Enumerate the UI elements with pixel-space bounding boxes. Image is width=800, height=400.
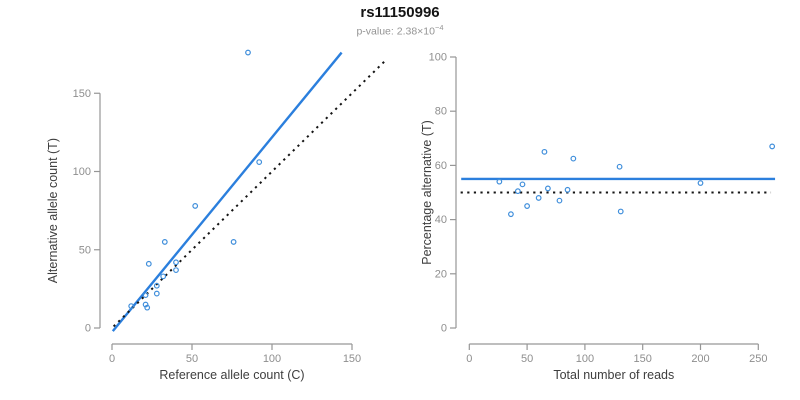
pvalue-subtitle: p-value: 2.38×10−4: [0, 23, 800, 38]
data-point: [564, 186, 571, 193]
y-tick-label: 80: [435, 106, 447, 118]
data-point: [245, 49, 251, 56]
fit-line: [111, 51, 343, 332]
data-point: [535, 195, 542, 201]
x-tick-label: 50: [186, 353, 198, 365]
right-scatter-plot: 0 50 100 150 200 250 0 20 40 60 80 100 Total number …: [420, 52, 776, 382]
pvalue-text: p-value: 2.38×10: [356, 25, 435, 38]
data-point: [496, 178, 503, 185]
data-point: [514, 188, 521, 195]
data-point: [508, 211, 514, 218]
y-tick-label: 40: [435, 214, 447, 226]
data-point: [173, 259, 179, 266]
y-tick-label: 20: [435, 268, 447, 280]
y-axis-title: Alternative allele count (T): [46, 138, 60, 283]
data-point: [128, 303, 135, 309]
page-title: rs11150996: [360, 4, 440, 21]
data-point: [145, 260, 152, 267]
x-tick-label: 250: [749, 353, 767, 365]
identity-line: [112, 59, 387, 328]
data-point: [541, 148, 548, 155]
y-tick-label: 50: [79, 244, 91, 256]
y-tick-label: 0: [85, 323, 91, 335]
data-point: [570, 155, 577, 162]
data-point: [173, 267, 179, 273]
data-point: [524, 203, 530, 209]
y-tick-label: 0: [441, 323, 447, 335]
data-point: [144, 304, 151, 311]
data-point: [556, 197, 563, 204]
data-point: [230, 239, 237, 245]
data-point: [160, 273, 167, 280]
y-tick-label: 100: [429, 52, 447, 64]
pvalue-exponent: −4: [434, 23, 444, 32]
data-point: [192, 203, 199, 209]
x-axis-title: Total number of reads: [553, 368, 674, 382]
y-tick-label: 150: [73, 88, 91, 100]
data-point: [617, 208, 624, 215]
data-point: [616, 163, 623, 170]
data-point: [769, 143, 776, 150]
left-scatter-plot: 0 50 100 150 0 50 100 150 Reference allele count…: [46, 49, 387, 382]
x-tick-label: 100: [576, 353, 594, 365]
y-tick-label: 100: [73, 166, 91, 178]
data-point: [161, 239, 168, 245]
x-tick-label: 50: [521, 353, 533, 365]
x-tick-label: 0: [109, 353, 115, 365]
data-point: [519, 181, 526, 188]
y-tick-label: 60: [435, 160, 447, 172]
x-tick-label: 150: [343, 353, 361, 365]
x-tick-label: 150: [634, 353, 652, 365]
x-tick-label: 0: [466, 353, 472, 365]
x-tick-label: 200: [691, 353, 709, 365]
data-point: [142, 292, 149, 299]
plot-header: rs11150996 p-value: 2.38×10−4: [0, 4, 800, 38]
data-point: [153, 282, 160, 289]
x-axis-title: Reference allele count (C): [159, 368, 304, 382]
data-point: [256, 159, 263, 166]
data-point: [545, 185, 551, 192]
data-point: [153, 290, 160, 297]
y-axis-title: Percentage alternative (T): [420, 120, 434, 265]
x-tick-label: 100: [263, 353, 281, 365]
data-point: [697, 180, 704, 186]
